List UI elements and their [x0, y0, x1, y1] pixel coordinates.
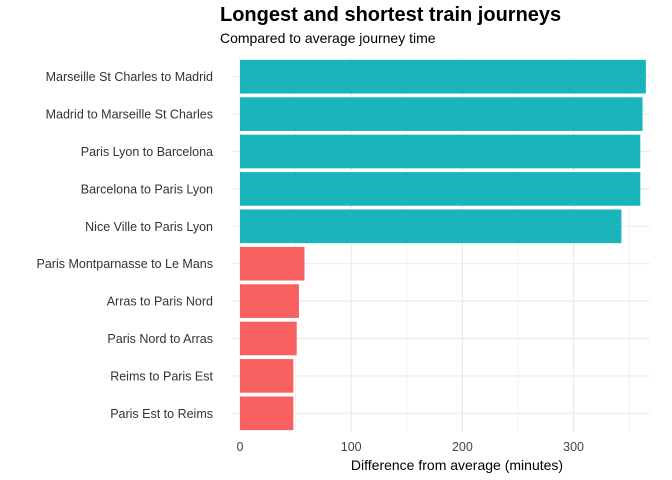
category-label: Reims to Paris Est [110, 369, 213, 383]
x-tick-labels: 0 100 200 300 [237, 440, 585, 454]
bar [240, 134, 641, 169]
x-axis-title: Difference from average (minutes) [351, 457, 563, 473]
category-label: Marseille St Charles to Madrid [46, 70, 213, 84]
category-label: Paris Nord to Arras [107, 332, 213, 346]
category-label: Arras to Paris Nord [107, 295, 213, 309]
category-label: Paris Lyon to Barcelona [81, 145, 213, 159]
bar [240, 321, 297, 356]
bar [240, 246, 305, 281]
bar [240, 172, 641, 206]
x-tick-label: 0 [237, 440, 244, 454]
x-tick-label: 300 [563, 440, 584, 454]
x-tick-label: 100 [341, 440, 362, 454]
bar [240, 97, 643, 131]
category-label: Madrid to Marseille St Charles [46, 108, 213, 122]
bar [240, 209, 622, 244]
category-label: Paris Montparnasse to Le Mans [37, 257, 213, 271]
chart-title: Longest and shortest train journeys [220, 4, 562, 26]
bar [240, 359, 294, 393]
bar [240, 59, 646, 94]
bar-layer [240, 59, 646, 431]
x-tick-label: 200 [452, 440, 473, 454]
category-label: Barcelona to Paris Lyon [81, 182, 213, 196]
category-label: Paris Est to Reims [110, 407, 213, 421]
bar [240, 396, 294, 431]
bar [240, 284, 299, 318]
chart-subtitle: Compared to average journey time [220, 30, 436, 46]
category-labels: Marseille St Charles to Madrid Madrid to … [37, 70, 214, 421]
category-label: Nice Ville to Paris Lyon [85, 220, 213, 234]
